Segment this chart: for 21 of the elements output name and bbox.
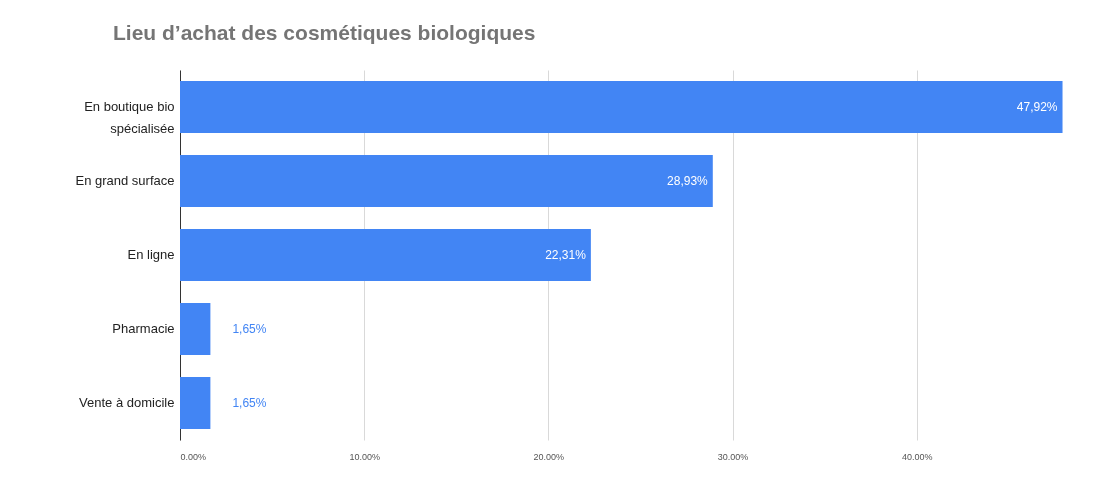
data-label: 1,65%	[232, 322, 267, 336]
bar	[180, 81, 1063, 133]
x-tick-label: 20.00%	[533, 451, 565, 462]
y-tick-label: En ligne	[127, 247, 175, 262]
x-tick-label: 40.00%	[901, 451, 933, 462]
bar	[180, 377, 211, 429]
data-label: 1,65%	[232, 396, 267, 410]
data-label: 22,31%	[545, 248, 587, 262]
bar	[180, 303, 211, 355]
x-tick-label: 30.00%	[717, 451, 749, 462]
x-tick-label: 0.00%	[180, 451, 207, 462]
data-label: 47,92%	[1016, 100, 1058, 114]
y-tick-label: Pharmacie	[112, 321, 175, 336]
bar	[180, 155, 713, 207]
y-tick-label: Vente à domicile	[79, 395, 175, 410]
bar	[180, 229, 591, 281]
y-tick-label: En grand surface	[75, 173, 175, 188]
y-tick-label: En boutique bio spécialisée	[84, 99, 175, 136]
x-tick-label: 10.00%	[349, 451, 380, 462]
chart-title: Lieu d’achat des cosmétiques biologiques	[113, 21, 536, 44]
data-label: 28,93%	[667, 174, 709, 188]
